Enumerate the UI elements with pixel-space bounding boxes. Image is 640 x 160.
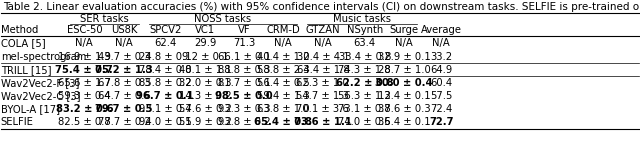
Text: 78.7 ± 0.2: 78.7 ± 0.2 [97, 117, 150, 127]
Text: 59.3 ± 0.4: 59.3 ± 0.4 [58, 91, 111, 101]
Text: Music tasks: Music tasks [333, 14, 391, 24]
Text: 56.4 ± 0.5: 56.4 ± 0.5 [257, 78, 310, 88]
Text: 93.1 ± 0.4: 93.1 ± 0.4 [139, 104, 191, 114]
Text: US8K: US8K [111, 25, 137, 35]
Text: GTZAN: GTZAN [305, 25, 340, 35]
Text: N/A: N/A [314, 38, 332, 48]
Text: 74.0 ± 0.5: 74.0 ± 0.5 [339, 117, 391, 127]
Text: 28.7 ± 1.0: 28.7 ± 1.0 [378, 65, 430, 75]
Text: NSynth: NSynth [347, 25, 383, 35]
Text: 37.6 ± 0.3: 37.6 ± 0.3 [378, 104, 430, 114]
Text: 78.4 ± 0.8: 78.4 ± 0.8 [139, 65, 191, 75]
Text: 33.2: 33.2 [430, 52, 452, 62]
Text: 71.3: 71.3 [233, 38, 255, 48]
Text: 98.5 ± 0.0: 98.5 ± 0.0 [215, 91, 273, 101]
Text: 32.4 ± 4.1: 32.4 ± 4.1 [296, 52, 349, 62]
Text: 59.4 ± 1.3: 59.4 ± 1.3 [257, 91, 310, 101]
Text: 83.2 ± 0.6: 83.2 ± 0.6 [56, 104, 113, 114]
Text: VC1: VC1 [195, 25, 215, 35]
Text: Surge: Surge [389, 25, 419, 35]
Text: 36.4 ± 0.1: 36.4 ± 0.1 [378, 117, 430, 127]
Text: N/A: N/A [115, 38, 133, 48]
Text: 63.8 ± 1.0: 63.8 ± 1.0 [257, 104, 310, 114]
Text: 72.4: 72.4 [430, 104, 452, 114]
Text: 75.4 ± 0.7: 75.4 ± 0.7 [56, 65, 113, 75]
Text: 96.7 ± 0.1: 96.7 ± 0.1 [136, 91, 194, 101]
Text: CRM-D: CRM-D [266, 25, 300, 35]
Text: 57.5: 57.5 [430, 91, 452, 101]
Text: N/A: N/A [433, 38, 450, 48]
Text: 40.1 ± 1.1: 40.1 ± 1.1 [179, 65, 232, 75]
Text: 62.2 ± 0.8: 62.2 ± 0.8 [336, 78, 394, 88]
Text: Wav2Vec2-F [3]: Wav2Vec2-F [3] [1, 78, 79, 88]
Text: mel-spectrogram: mel-spectrogram [1, 52, 86, 62]
Text: 32.0 ± 0.3: 32.0 ± 0.3 [179, 78, 231, 88]
Text: 14.3 ± 0.2: 14.3 ± 0.2 [179, 91, 232, 101]
Text: N/A: N/A [395, 38, 413, 48]
Text: Method: Method [1, 25, 38, 35]
Text: SPCV2: SPCV2 [149, 25, 181, 35]
Text: 57.6 ± 0.2: 57.6 ± 0.2 [179, 104, 232, 114]
Text: 70.1 ± 3.6: 70.1 ± 3.6 [296, 104, 349, 114]
Text: 63.4: 63.4 [354, 38, 376, 48]
Text: 56.3 ± 1.2: 56.3 ± 1.2 [339, 91, 391, 101]
Text: 73.1 ± 0.8: 73.1 ± 0.8 [339, 104, 391, 114]
Text: 88.8 ± 0.3: 88.8 ± 0.3 [218, 65, 270, 75]
Text: 66.1 ± 0.1: 66.1 ± 0.1 [218, 52, 271, 62]
Text: SER tasks: SER tasks [80, 14, 129, 24]
Text: N/A: N/A [275, 38, 292, 48]
Text: 33.4 ± 0.8: 33.4 ± 0.8 [339, 52, 391, 62]
Text: COLA [5]: COLA [5] [1, 38, 45, 48]
Text: 82.5 ± 0.7: 82.5 ± 0.7 [58, 117, 111, 127]
Text: 65.4 ± 0.8: 65.4 ± 0.8 [254, 117, 312, 127]
Text: TRILL [15]: TRILL [15] [1, 65, 51, 75]
Text: 64.4 ± 1.8: 64.4 ± 1.8 [296, 65, 349, 75]
Text: 94.0 ± 0.1: 94.0 ± 0.1 [139, 117, 191, 127]
Text: 62.3 ± 1.0: 62.3 ± 1.0 [296, 78, 349, 88]
Text: 75.2 ± 1.3: 75.2 ± 1.3 [95, 65, 153, 75]
Text: 73.6 ± 1.1: 73.6 ± 1.1 [294, 117, 352, 127]
Text: SELFIE: SELFIE [1, 117, 33, 127]
Text: 62.4: 62.4 [154, 38, 176, 48]
Text: 93.8 ± 0.2: 93.8 ± 0.2 [218, 117, 270, 127]
Text: 60.4: 60.4 [430, 78, 452, 88]
Text: 40.4 ± 1.0: 40.4 ± 1.0 [257, 52, 310, 62]
Text: 32.9 ± 0.1: 32.9 ± 0.1 [378, 52, 430, 62]
Text: 81.7 ± 0.1: 81.7 ± 0.1 [218, 78, 270, 88]
Text: NOSS tasks: NOSS tasks [195, 14, 252, 24]
Text: 13.4 ± 0.1: 13.4 ± 0.1 [378, 91, 430, 101]
Text: 55.9 ± 0.2: 55.9 ± 0.2 [179, 117, 232, 127]
Text: 64.7 ± 0.6: 64.7 ± 0.6 [97, 91, 150, 101]
Text: 58.8 ± 2.3: 58.8 ± 2.3 [257, 65, 310, 75]
Text: 65.6 ± 1.7: 65.6 ± 1.7 [58, 78, 111, 88]
Text: Average: Average [421, 25, 462, 35]
Text: 9.2 ± 0.1: 9.2 ± 0.1 [182, 52, 228, 62]
Text: 74.3 ± 1.8: 74.3 ± 1.8 [339, 65, 391, 75]
Text: ESC-50: ESC-50 [67, 25, 102, 35]
Text: 67.8 ± 0.3: 67.8 ± 0.3 [98, 78, 150, 88]
Text: 85.8 ± 0.2: 85.8 ± 0.2 [139, 78, 191, 88]
Text: 24.8 ± 0.1: 24.8 ± 0.1 [139, 52, 191, 62]
Text: 43.7 ± 0.3: 43.7 ± 0.3 [98, 52, 150, 62]
Text: Table 2. Linear evaluation accuracies (%) with 95% confidence intervals (CI) on : Table 2. Linear evaluation accuracies (%… [3, 2, 640, 12]
Text: N/A: N/A [76, 38, 93, 48]
Text: 30.0 ± 0.4: 30.0 ± 0.4 [375, 78, 433, 88]
Text: 29.9: 29.9 [194, 38, 216, 48]
Text: 93.3 ± 0.3: 93.3 ± 0.3 [218, 104, 270, 114]
Text: VF: VF [237, 25, 250, 35]
Text: 54.7 ± 1.3: 54.7 ± 1.3 [296, 91, 349, 101]
Text: BYOL-A [17]: BYOL-A [17] [1, 104, 60, 114]
Text: Wav2Vec2-C [3]: Wav2Vec2-C [3] [1, 91, 80, 101]
Text: 79.7 ± 0.5: 79.7 ± 0.5 [95, 104, 153, 114]
Text: 16.9 ± 1.9: 16.9 ± 1.9 [58, 52, 111, 62]
Text: 72.7: 72.7 [429, 117, 454, 127]
Text: 64.9: 64.9 [430, 65, 452, 75]
